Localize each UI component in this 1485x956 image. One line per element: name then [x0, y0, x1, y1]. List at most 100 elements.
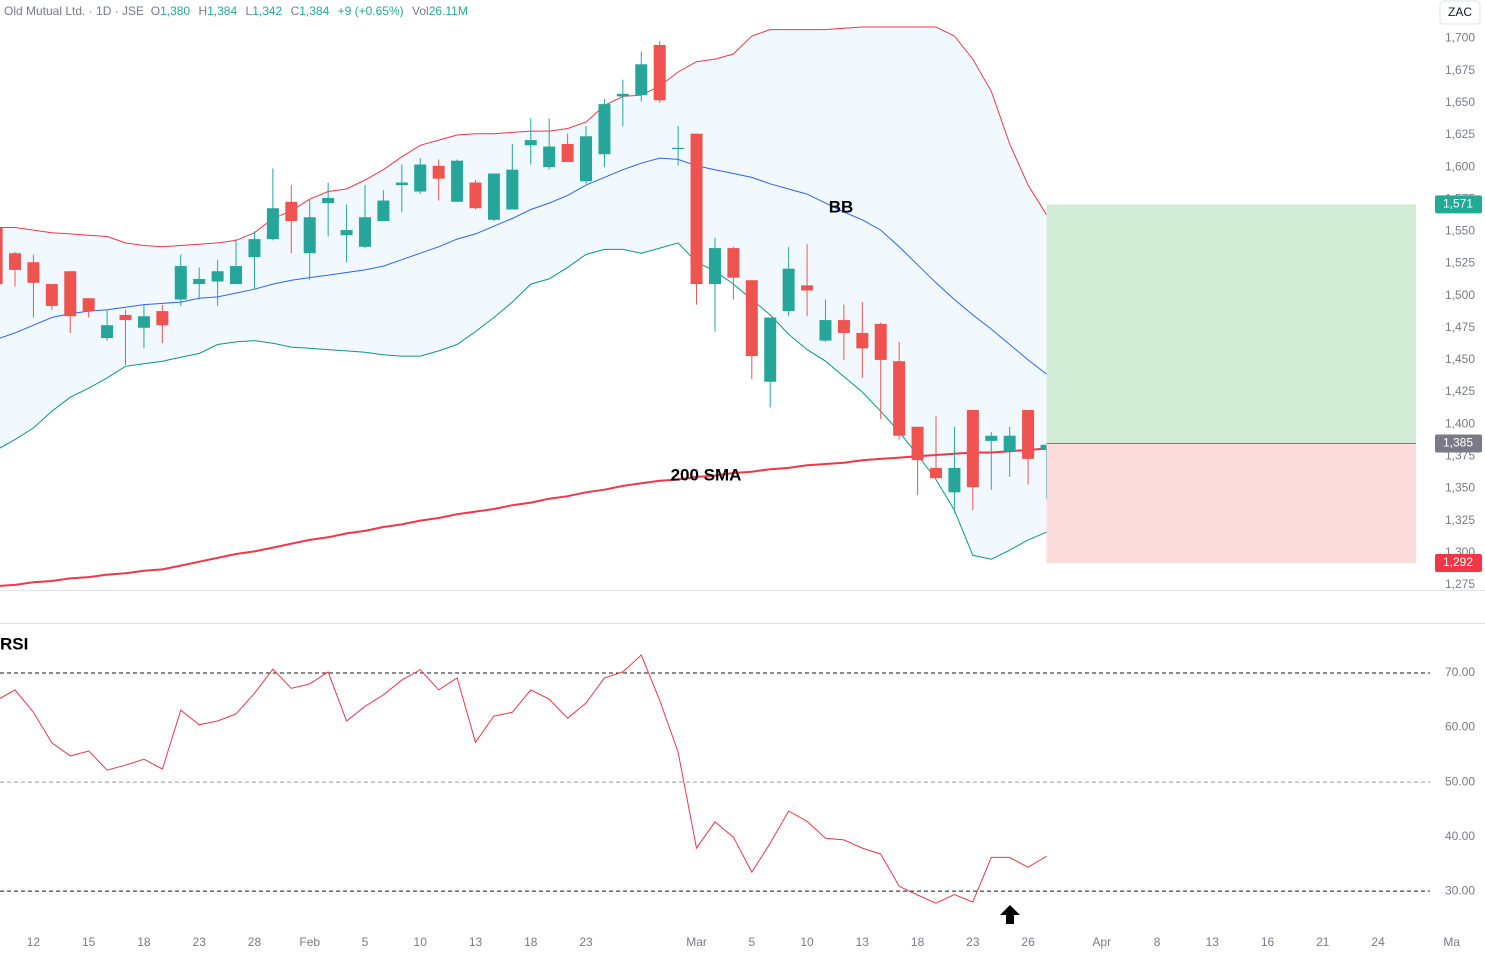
- candle-body: [303, 217, 316, 254]
- candle-body: [745, 280, 758, 357]
- candle-body: [930, 467, 942, 479]
- price-tag-label: 1,571: [1443, 197, 1473, 211]
- candle-body: [266, 208, 279, 240]
- x-tick-label: 23: [579, 935, 593, 949]
- symbol-header: Old Mutual Ltd. · 1D · JSE O1,380 H1,384…: [4, 4, 473, 18]
- x-tick-label: 13: [1206, 935, 1220, 949]
- x-tick-label: 15: [82, 935, 96, 949]
- y-tick-label: 1,625: [1445, 127, 1475, 141]
- candle-body: [414, 164, 427, 192]
- sma-line: [0, 447, 1047, 587]
- candle-body: [137, 316, 150, 328]
- y-tick-label: 1,275: [1445, 577, 1475, 591]
- x-tick-label: 24: [1371, 935, 1385, 949]
- candle-body: [948, 467, 961, 493]
- field-value: 1,380: [160, 4, 191, 18]
- candle-body: [395, 182, 408, 186]
- price-tag: [1435, 434, 1482, 453]
- y-tick-label: 1,475: [1445, 320, 1475, 334]
- field-value: 1,384: [299, 4, 330, 18]
- candle-body: [45, 284, 58, 306]
- x-tick-label: 5: [748, 935, 755, 949]
- y-tick-label: 50.00: [1445, 774, 1475, 788]
- candle-body: [487, 173, 500, 220]
- y-tick-label: 60.00: [1445, 720, 1475, 734]
- field-value: 1,342: [252, 4, 283, 18]
- candle-body: [358, 217, 371, 247]
- loss-zone: [1046, 443, 1416, 564]
- x-tick-label: 18: [137, 935, 151, 949]
- annotation: BB: [829, 197, 854, 216]
- y-tick-label: 1,500: [1445, 288, 1475, 302]
- x-tick-label: Ma: [1443, 935, 1460, 949]
- annotation: 200 SMA: [671, 465, 742, 484]
- y-tick-label: 1,425: [1445, 384, 1475, 398]
- change: +9 (+0.65%): [337, 4, 404, 18]
- candle-body: [230, 266, 243, 285]
- y-tick-label: 1,325: [1445, 513, 1475, 527]
- candle-body: [764, 317, 777, 382]
- price-plot: [0, 26, 1053, 587]
- candle-body: [837, 320, 850, 333]
- candle-body: [27, 262, 40, 283]
- candle-body: [856, 332, 869, 349]
- rsi-line: [0, 654, 1047, 904]
- symbol: Old Mutual Ltd. · 1D · JSE: [4, 4, 145, 18]
- panel-title: RSI: [0, 634, 28, 653]
- field-key: O: [150, 4, 161, 18]
- candle-body: [340, 230, 353, 236]
- candle-body: [174, 266, 187, 300]
- x-tick-label: 26: [1021, 935, 1035, 949]
- candle-body: [451, 160, 464, 202]
- candle-body: [248, 239, 261, 258]
- candle-body: [893, 361, 906, 436]
- candle-body: [524, 140, 537, 146]
- candle-body: [101, 325, 114, 339]
- x-tick-label: 23: [966, 935, 980, 949]
- x-tick-label: Mar: [686, 935, 707, 949]
- candle-body: [653, 44, 666, 101]
- field-key: C: [290, 4, 300, 18]
- x-tick-label: Feb: [299, 935, 320, 949]
- candle-body: [119, 314, 132, 321]
- signal-arrow: [1000, 905, 1020, 924]
- candle-body: [598, 104, 611, 155]
- candle-body: [543, 146, 556, 168]
- currency-button[interactable]: [1439, 0, 1481, 25]
- y-tick-label: 30.00: [1445, 883, 1475, 897]
- candle-body: [64, 271, 77, 317]
- candle-body: [211, 271, 224, 282]
- field-key: L: [245, 4, 253, 18]
- field-value: 1,384: [207, 4, 238, 18]
- x-tick-label: Apr: [1092, 935, 1111, 949]
- y-tick-label: 1,650: [1445, 95, 1475, 109]
- candle-body: [672, 147, 685, 150]
- y-tick-label: 70.00: [1445, 665, 1475, 679]
- y-tick-label: 1,525: [1445, 256, 1475, 270]
- candle-body: [801, 285, 814, 291]
- x-tick-label: 18: [911, 935, 925, 949]
- x-tick-label: 21: [1316, 935, 1330, 949]
- bb-upper: [0, 26, 1047, 248]
- x-tick-label: 10: [800, 935, 814, 949]
- y-tick-label: 1,675: [1445, 63, 1475, 77]
- currency-label[interactable]: ZAC: [1448, 5, 1472, 19]
- profit-zone: [1046, 204, 1416, 444]
- candle-body: [985, 435, 998, 441]
- bb-basis: [0, 157, 1047, 375]
- x-tick-label: 10: [414, 935, 428, 949]
- candle-body: [690, 133, 703, 285]
- candle-body: [874, 323, 887, 360]
- candle-body: [1022, 410, 1035, 459]
- candle-body: [193, 278, 206, 285]
- x-tick-label: 23: [193, 935, 207, 949]
- candle-body: [322, 197, 335, 204]
- x-tick-label: 18: [524, 935, 538, 949]
- candle-body: [819, 320, 832, 341]
- field-key: H: [198, 4, 208, 18]
- x-tick-label: 13: [856, 935, 870, 949]
- y-tick-label: 1,700: [1445, 31, 1475, 45]
- candle-body: [506, 169, 519, 210]
